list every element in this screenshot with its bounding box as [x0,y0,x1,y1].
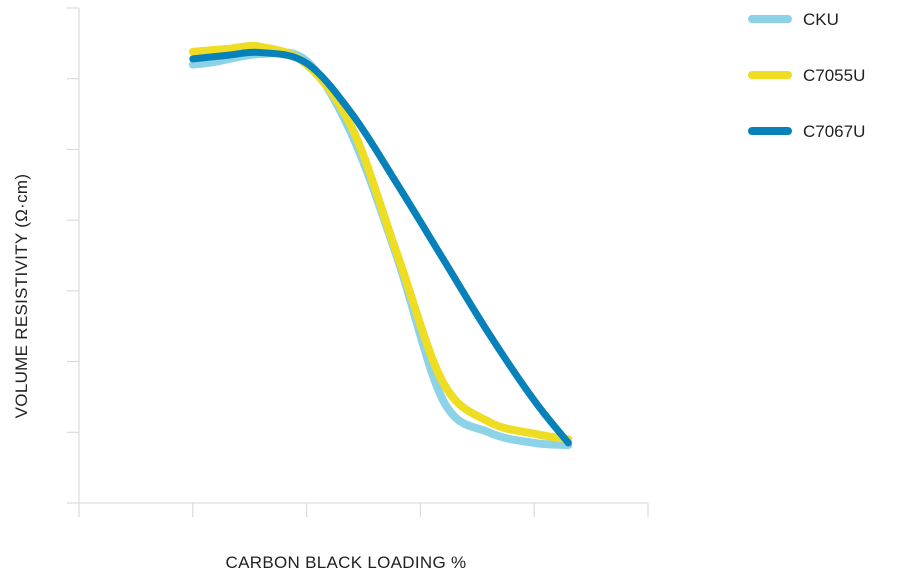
series-line-c7067u [189,48,572,447]
legend-label-c7067u: C7067U [803,122,865,141]
chart-series [188,42,573,450]
series-line-cku [188,48,573,450]
chart-legend: CKU C7055U C7067U [748,10,865,141]
series-line-c7055u [188,42,573,444]
legend-label-c7055u: C7055U [803,66,865,85]
x-axis-label: CARBON BLACK LOADING % [226,553,467,572]
chart-axes [67,7,649,517]
legend-label-cku: CKU [803,10,839,29]
y-axis-label: VOLUME RESISTIVITY (Ω·cm) [12,174,31,419]
